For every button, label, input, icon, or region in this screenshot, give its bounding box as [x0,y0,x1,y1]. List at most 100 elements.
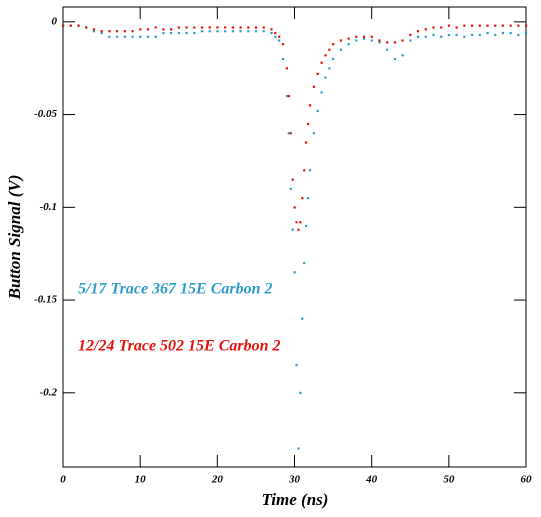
point [69,24,72,27]
point [200,30,204,33]
point [162,31,165,35]
point [440,26,443,29]
y-tick-label: -0.1 [40,201,57,213]
point [470,24,474,27]
point [416,35,420,38]
point [440,35,443,38]
point [208,30,211,33]
point [332,43,335,46]
point [517,33,520,37]
point [370,39,373,42]
point [525,24,528,27]
point [393,41,397,44]
point [289,132,292,135]
point [378,39,381,42]
point [416,30,420,33]
point [139,35,142,38]
point [177,26,180,29]
point [274,35,277,38]
point [525,31,528,35]
point [208,26,211,29]
point [324,54,327,57]
point [62,24,65,27]
point [509,31,512,35]
point [285,67,288,70]
point [320,61,323,64]
point [501,31,505,35]
x-axis-label: Time (ns) [262,490,329,509]
point [239,30,242,33]
legend-label: 5/17 Trace 367 15E Carbon 2 [78,281,273,298]
point [262,30,265,33]
point [123,35,126,38]
y-tick-label: 0 [52,15,58,27]
point [262,26,265,29]
point [289,187,292,190]
point [295,363,298,367]
point [231,26,234,29]
point [247,26,250,29]
point [100,30,103,33]
point [285,95,288,98]
point [247,30,250,33]
point [312,132,315,135]
point [316,72,319,75]
point [432,33,435,37]
point [154,35,157,38]
point [305,141,308,144]
point [308,169,312,172]
point [295,221,298,224]
point [424,28,427,31]
point [328,48,331,51]
point [378,41,381,44]
point [447,33,451,37]
point [291,228,294,231]
point [362,35,366,38]
x-tick-label: 40 [365,474,378,486]
point [401,39,404,42]
point [116,35,119,38]
point [85,26,88,29]
point [278,39,281,42]
point [293,206,296,209]
point [123,30,126,33]
point [154,26,157,29]
point [131,30,134,33]
point [231,30,234,33]
point [494,24,497,27]
point [170,31,173,35]
point [216,26,219,29]
point [301,197,304,200]
point [270,31,273,35]
point [409,39,412,42]
point [312,85,315,88]
point [455,26,458,29]
point [108,30,111,33]
point [281,57,285,61]
point [278,35,281,38]
point [308,104,312,107]
point [139,28,142,31]
x-tick-label: 60 [521,474,533,486]
point [224,26,227,29]
point [281,43,285,46]
point [92,30,96,33]
point [486,31,489,35]
point [307,122,310,126]
point [299,221,302,224]
point [185,31,188,35]
point [303,169,306,172]
point [316,109,319,113]
point [216,30,219,33]
point [339,48,342,51]
point [332,57,335,61]
x-tick-label: 20 [211,474,224,486]
point [447,24,451,27]
point [303,261,306,265]
point [347,37,350,40]
point [320,91,323,94]
point [501,24,505,27]
point [193,31,196,35]
point [108,35,111,38]
